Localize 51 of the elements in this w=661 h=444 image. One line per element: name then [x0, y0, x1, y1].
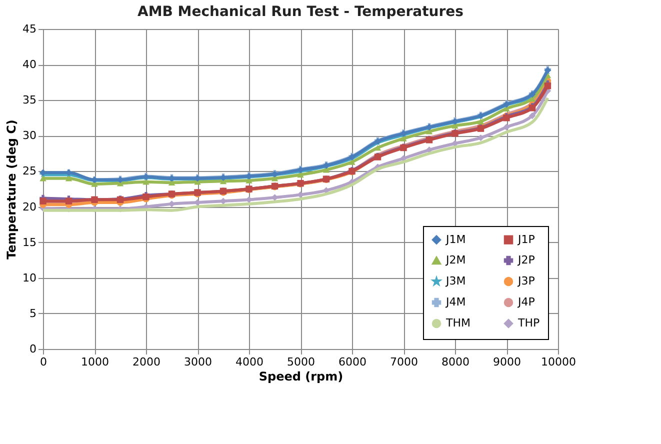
legend-label: J2P — [517, 254, 536, 266]
legend-label: J2M — [445, 254, 466, 266]
y-tick-label: 5 — [30, 306, 36, 320]
point — [91, 181, 98, 187]
chart-title: AMB Mechanical Run Test - Temperatures — [137, 4, 464, 20]
legend-label: J3P — [517, 274, 536, 288]
x-tick-label: 3000 — [184, 356, 212, 368]
x-tick-label: 9000 — [493, 356, 521, 368]
y-tick-label: 0 — [30, 342, 36, 356]
y-tick-label: 15 — [22, 236, 36, 249]
point — [65, 175, 72, 182]
legend-label: J1P — [517, 232, 536, 246]
point — [40, 175, 46, 182]
x-tick-label: 5000 — [287, 356, 315, 368]
point — [297, 172, 304, 178]
y-tick-label: 25 — [22, 164, 36, 178]
point — [528, 112, 536, 120]
point — [322, 187, 330, 194]
x-tick-label: 10000 — [541, 356, 576, 368]
y-tick-label: 20 — [22, 200, 36, 214]
y-tick-label: 40 — [22, 58, 36, 72]
x-tick-label: 7000 — [390, 356, 418, 368]
x-tick-label: 2000 — [132, 356, 160, 368]
legend-label: J3M — [445, 274, 466, 288]
legend-label: J1M — [445, 232, 466, 246]
point — [400, 136, 407, 142]
point — [194, 199, 201, 206]
point — [142, 178, 150, 185]
point — [40, 198, 46, 204]
x-tick-label: 0 — [40, 356, 47, 368]
x-axis-title: Speed (rpm) — [258, 370, 344, 384]
y-tick-label: 35 — [22, 94, 36, 107]
x-tick-label: 4000 — [236, 356, 264, 368]
legend-label: THM — [445, 316, 470, 330]
y-tick-label: 45 — [22, 22, 36, 36]
y-axis-title: Temperature (deg C) — [4, 120, 19, 260]
x-tick-label: 1000 — [81, 356, 109, 368]
point — [477, 118, 484, 124]
y-tick-label: 30 — [22, 129, 36, 142]
x-tick-label: 8000 — [442, 356, 470, 368]
point — [477, 134, 484, 142]
x-tick-label: 6000 — [338, 356, 366, 368]
point — [544, 82, 552, 90]
point — [246, 178, 252, 184]
point — [374, 144, 382, 151]
point — [503, 124, 510, 130]
legend-label: J4M — [445, 296, 466, 308]
point — [348, 159, 356, 165]
legend-label: THP — [517, 316, 540, 330]
y-tick-label: 10 — [22, 271, 36, 284]
legend-label: J4P — [517, 296, 536, 308]
